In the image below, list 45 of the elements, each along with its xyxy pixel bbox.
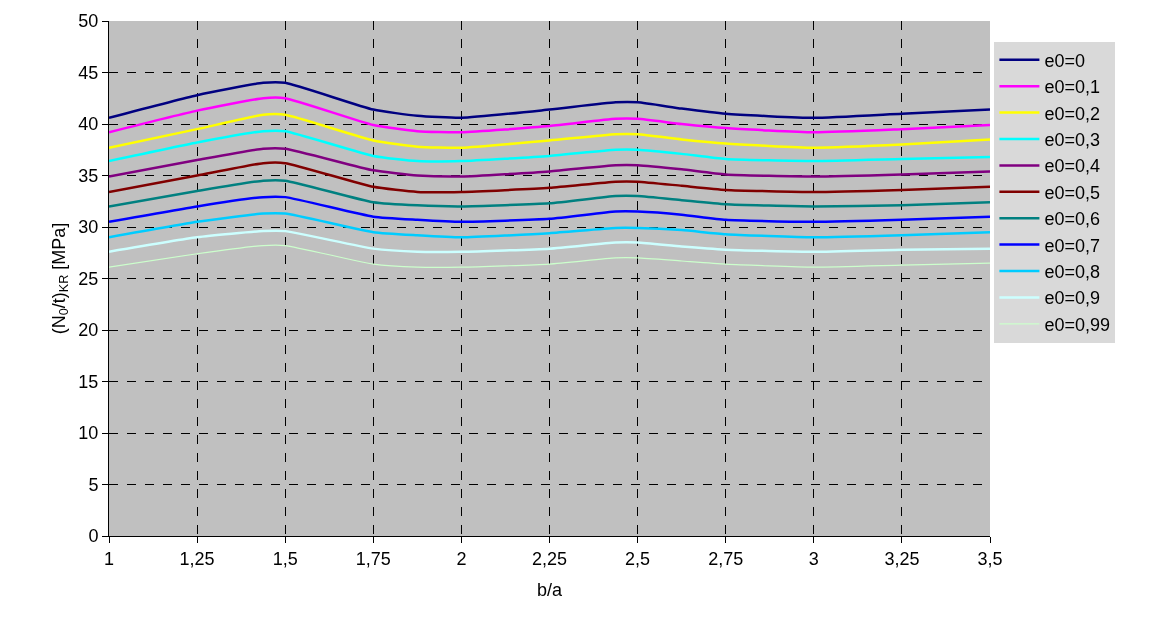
y-tick-label: 10 — [78, 423, 99, 444]
line-series — [109, 229, 990, 254]
x-tick-label: 2 — [456, 548, 467, 569]
y-tick-label: 35 — [78, 165, 99, 186]
x-tick-label: 3 — [808, 548, 819, 569]
line-series — [109, 179, 990, 208]
x-tick-label: 1 — [103, 548, 115, 569]
line-series — [109, 147, 990, 178]
y-tick-label: 50 — [78, 11, 99, 32]
legend-label: e0=0,8 — [1044, 262, 1100, 283]
line-series — [109, 244, 990, 268]
y-tick-label: 20 — [78, 320, 99, 341]
line-series — [109, 195, 990, 224]
line-series — [109, 96, 990, 134]
y-tick-label: 30 — [78, 217, 99, 238]
legend-label: e0=0,2 — [1044, 103, 1100, 124]
y-tick-label: 45 — [78, 62, 99, 83]
y-tick-label: 15 — [78, 371, 99, 392]
legend-label: e0=0 — [1044, 50, 1085, 71]
y-tick-label: 5 — [88, 474, 99, 495]
y-tick-label: 40 — [78, 114, 99, 135]
x-tick-label: 1,25 — [179, 548, 215, 569]
legend-label: e0=0,5 — [1044, 182, 1100, 203]
line-series — [109, 212, 990, 239]
legend-label: e0=0,7 — [1044, 235, 1100, 256]
x-tick-label: 1,75 — [355, 548, 391, 569]
line-series — [109, 113, 990, 149]
x-axis-title: b/a — [536, 579, 563, 600]
legend-label: e0=0,3 — [1044, 130, 1100, 151]
line-series — [109, 161, 990, 194]
x-tick-label: 3,25 — [884, 548, 920, 569]
x-tick-label: 2,5 — [625, 548, 651, 569]
x-tick-label: 3,5 — [977, 548, 1003, 569]
x-tick-label: 2,25 — [531, 548, 568, 569]
y-tick-label: 25 — [78, 268, 99, 289]
legend-label: e0=0,99 — [1044, 314, 1110, 335]
line-series — [109, 129, 990, 163]
legend-label: e0=0,4 — [1044, 156, 1100, 177]
legend-label: e0=0,9 — [1044, 288, 1100, 309]
line-series — [109, 81, 990, 120]
legend-label: e0=0,1 — [1044, 77, 1100, 98]
x-tick-label: 2,75 — [708, 548, 744, 569]
y-tick-label: 0 — [88, 526, 99, 547]
legend-label: e0=0,6 — [1044, 209, 1100, 230]
x-tick-label: 1,5 — [272, 548, 298, 569]
